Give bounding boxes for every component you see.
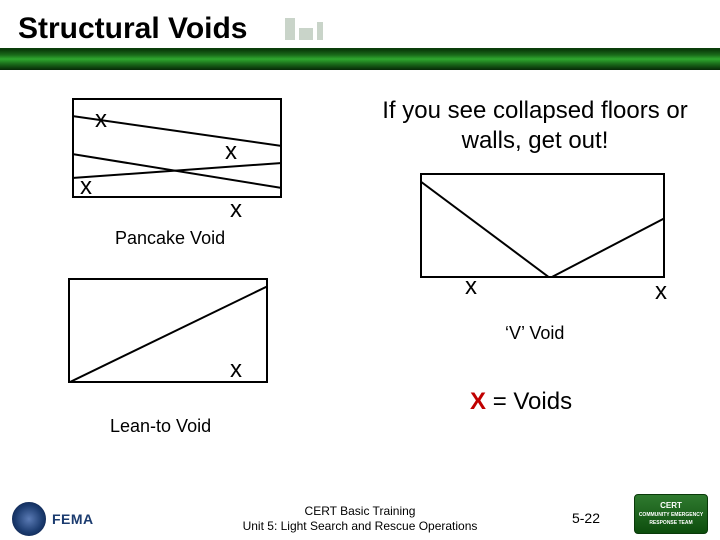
slide-number: 5-22 [572, 510, 600, 526]
footer: FEMA CERT Basic Training Unit 5: Light S… [0, 488, 720, 540]
x-mark: x [225, 138, 237, 166]
vvoid-diagram [420, 173, 665, 278]
legend-x: X [470, 388, 486, 415]
x-mark: x [655, 278, 667, 306]
x-mark: x [465, 273, 477, 301]
footer-text: CERT Basic Training Unit 5: Light Search… [200, 504, 520, 534]
slide-title: Structural Voids [18, 12, 720, 46]
dhs-seal-icon [12, 502, 46, 536]
x-mark: x [80, 173, 92, 201]
legend-text: = Voids [493, 388, 572, 415]
leanto-label: Lean-to Void [110, 416, 211, 437]
cert-logo: CERT COMMUNITY EMERGENCYRESPONSE TEAM [634, 494, 708, 534]
footer-line1: CERT Basic Training [200, 504, 520, 519]
x-mark: x [95, 106, 107, 134]
footer-line2: Unit 5: Light Search and Rescue Operatio… [200, 519, 520, 534]
x-mark: x [230, 356, 242, 384]
footer-logos-left: FEMA [12, 502, 94, 536]
legend: X = Voids [470, 388, 572, 416]
pancake-label: Pancake Void [115, 228, 225, 249]
title-underline [0, 50, 720, 70]
fema-logo: FEMA [52, 511, 94, 527]
x-mark: x [230, 196, 242, 224]
content-area: If you see collapsed floors or walls, ge… [0, 78, 720, 488]
title-decoration [285, 18, 323, 40]
vvoid-label: ‘V’ Void [505, 323, 564, 344]
cert-logo-text: CERT COMMUNITY EMERGENCYRESPONSE TEAM [639, 502, 703, 526]
warning-text: If you see collapsed floors or walls, ge… [370, 96, 700, 156]
